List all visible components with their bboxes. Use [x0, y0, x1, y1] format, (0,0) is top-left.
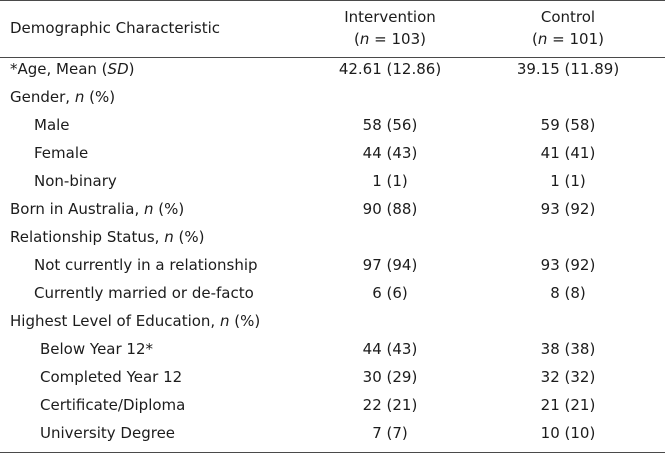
row-label: Completed Year 12	[40, 368, 183, 386]
row-control-value: 1 (1)	[550, 172, 586, 190]
header-intervention-n: (n = 103)	[354, 30, 426, 48]
header-characteristic: Demographic Characteristic	[10, 19, 220, 37]
row-label: Highest Level of Education, n (%)	[10, 312, 261, 330]
row-intervention-value: 90 (88)	[362, 200, 418, 218]
row-label: Gender, n (%)	[10, 88, 116, 106]
row-intervention-value: 7 (7)	[372, 424, 408, 442]
row-control-value: 59 (58)	[540, 116, 596, 134]
row-label: Currently married or de-facto	[34, 284, 254, 302]
table-top-rule	[0, 0, 665, 1]
row-intervention-value: 22 (21)	[362, 396, 418, 414]
row-intervention-value: 1 (1)	[372, 172, 408, 190]
header-rule	[0, 57, 665, 58]
row-label: Born in Australia, n (%)	[10, 200, 185, 218]
header-control: Control	[540, 8, 596, 26]
row-intervention-value: 44 (43)	[362, 340, 418, 358]
row-control-value: 38 (38)	[540, 340, 596, 358]
row-control-value: 93 (92)	[540, 200, 596, 218]
row-intervention-value: 6 (6)	[372, 284, 408, 302]
row-label: Non-binary	[34, 172, 117, 190]
row-intervention-value: 97 (94)	[362, 256, 418, 274]
row-label: Not currently in a relationship	[34, 256, 258, 274]
row-control-value: 10 (10)	[540, 424, 596, 442]
row-control-value: 39.15 (11.89)	[516, 60, 620, 78]
row-control-value: 32 (32)	[540, 368, 596, 386]
row-label: Male	[34, 116, 70, 134]
row-label: Female	[34, 144, 89, 162]
row-intervention-value: 44 (43)	[362, 144, 418, 162]
row-label: *Age, Mean (SD)	[10, 60, 135, 78]
row-intervention-value: 30 (29)	[362, 368, 418, 386]
row-control-value: 8 (8)	[550, 284, 586, 302]
row-label: University Degree	[40, 424, 176, 442]
row-label: Certificate/Diploma	[40, 396, 186, 414]
header-control-n: (n = 101)	[532, 30, 604, 48]
row-control-value: 41 (41)	[540, 144, 596, 162]
row-control-value: 21 (21)	[540, 396, 596, 414]
row-label: Below Year 12*	[40, 340, 154, 358]
row-control-value: 93 (92)	[540, 256, 596, 274]
row-intervention-value: 42.61 (12.86)	[338, 60, 442, 78]
row-label: Relationship Status, n (%)	[10, 228, 205, 246]
row-intervention-value: 58 (56)	[362, 116, 418, 134]
header-intervention: Intervention	[344, 8, 436, 26]
